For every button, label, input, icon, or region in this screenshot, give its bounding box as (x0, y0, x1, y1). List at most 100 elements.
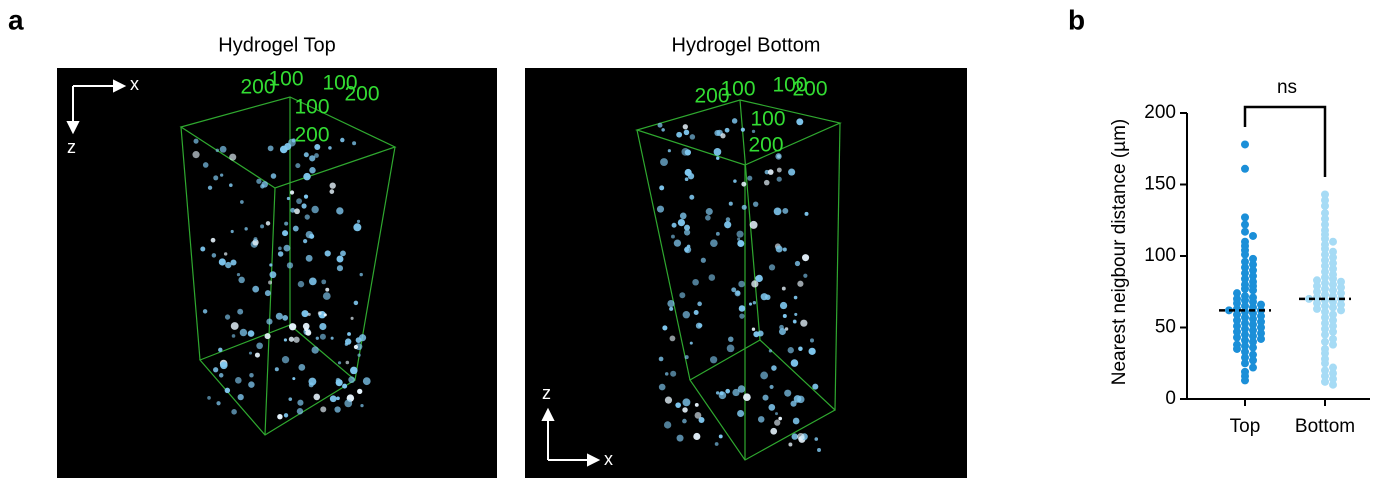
cell-dot (323, 313, 327, 317)
cell-dot (348, 376, 355, 384)
data-point (1313, 299, 1321, 308)
cell-dot (357, 353, 361, 357)
cell-dot (292, 377, 296, 381)
data-point (1329, 380, 1337, 389)
cell-dot (710, 239, 718, 247)
y-tick-label: 150 (1144, 174, 1176, 195)
cell-dot (337, 361, 342, 365)
cell-dot (724, 127, 730, 133)
data-point (1241, 140, 1249, 149)
cell-dot (681, 147, 690, 156)
data-point (1241, 284, 1249, 293)
scale-label: 200 (240, 76, 275, 99)
y-tick-label: 50 (1155, 317, 1176, 338)
cell-dot (760, 371, 769, 380)
cell-dot (213, 367, 219, 373)
bounding-box (634, 99, 842, 461)
data-point (1249, 231, 1257, 240)
cell-dot (224, 387, 231, 394)
cell-dot (752, 301, 757, 305)
cell-dot (322, 292, 331, 300)
render-image (525, 68, 967, 478)
cell-dot (775, 153, 782, 160)
cell-dot (667, 299, 675, 308)
cell-dot (737, 237, 741, 241)
data-point (1249, 254, 1257, 263)
axis-arrows (66, 79, 601, 467)
cell-dot (230, 322, 239, 330)
cell-dot (812, 383, 819, 390)
cell-dot (193, 138, 199, 144)
cell-dot (253, 237, 258, 242)
data-point (1329, 237, 1337, 246)
scale-label: 100 (268, 68, 303, 91)
cell-dot (715, 231, 720, 236)
cell-dot (225, 261, 232, 269)
data-point (1233, 310, 1241, 319)
cell-dot (207, 185, 213, 190)
cell-dot (297, 399, 304, 406)
data-point (1241, 313, 1249, 322)
cell-dot (256, 178, 262, 184)
cell-dot (266, 318, 273, 325)
cell-dot (705, 208, 713, 216)
cell-dot (725, 388, 731, 394)
data-point (1313, 287, 1321, 296)
data-point (1241, 302, 1249, 311)
data-point (1321, 220, 1329, 229)
cell-dot (309, 155, 316, 162)
axis-label: x (604, 449, 613, 469)
cell-dot (336, 380, 341, 385)
cell-dot (277, 251, 284, 257)
data-point (1321, 290, 1329, 299)
data-point (1257, 312, 1265, 321)
data-point (1313, 304, 1321, 313)
cell-dot (718, 434, 723, 439)
cell-dot (751, 129, 756, 134)
cell-dot (656, 205, 665, 213)
cell-dot (684, 177, 689, 182)
cell-dot (794, 312, 798, 316)
data-point (1321, 319, 1329, 328)
data-point (1321, 324, 1329, 333)
cell-dot (669, 335, 676, 342)
cell-dot (340, 137, 345, 143)
scale-label: 100 (772, 74, 807, 97)
data-point (1241, 319, 1249, 328)
data-point (1321, 337, 1329, 346)
cell-dot (281, 356, 290, 364)
scale-label: 200 (294, 124, 329, 147)
cell-dot (200, 246, 206, 252)
cell-dot (658, 356, 664, 362)
data-point (1257, 317, 1265, 326)
cell-dot (669, 306, 674, 311)
cell-dot (356, 219, 361, 223)
cell-dot (679, 212, 687, 220)
cell-dot (296, 198, 303, 205)
cell-dot (767, 169, 774, 175)
cell-dot (192, 151, 200, 159)
cell-dot (808, 347, 816, 355)
cell-dot (662, 325, 668, 331)
cell-dot (763, 179, 770, 186)
cell-dot (286, 262, 294, 269)
cell-dot (660, 158, 668, 167)
cell-dot (764, 294, 771, 301)
data-point (1313, 282, 1321, 291)
cell-dot (330, 336, 334, 340)
cell-dot (664, 372, 669, 376)
cell-dot (738, 305, 746, 312)
data-point (1257, 300, 1265, 309)
cell-dot (328, 146, 332, 150)
cell-dot (237, 308, 244, 315)
cell-dot (661, 128, 665, 132)
data-point (1249, 326, 1257, 335)
cell-dot (802, 254, 810, 262)
cell-dot (762, 394, 769, 401)
cell-dot (344, 399, 353, 408)
annotation: ns (1277, 77, 1297, 98)
cell-dot (247, 330, 255, 337)
data-point (1321, 209, 1329, 218)
data-point (1241, 353, 1249, 362)
cell-dot (283, 413, 289, 418)
